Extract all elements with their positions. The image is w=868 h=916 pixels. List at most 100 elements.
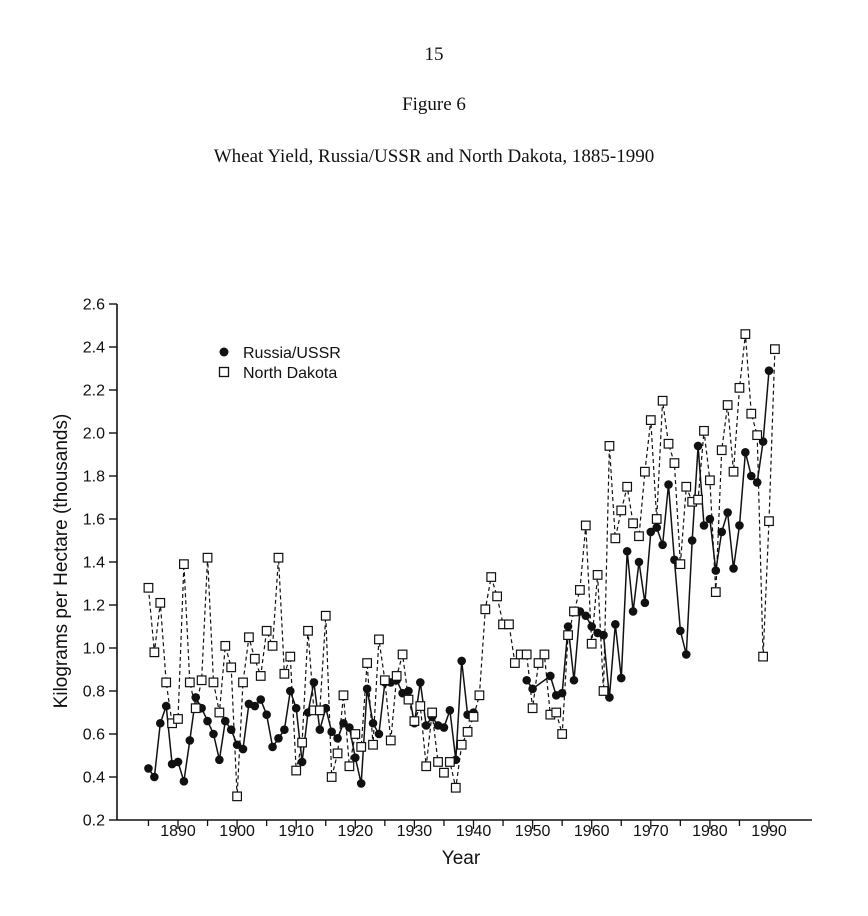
north-dakota-point (232, 791, 243, 802)
x-axis-title: Year (442, 848, 481, 869)
north-dakota-point (734, 382, 745, 393)
russia-ussr-point (285, 686, 295, 696)
x-tick-label: 1970 (633, 823, 669, 840)
russia-ussr-point (179, 777, 189, 786)
russia-ussr-point (646, 527, 656, 537)
y-tick-label: 1.8 (83, 469, 105, 486)
russia-ussr-point (215, 755, 224, 765)
russia-ussr-point (232, 740, 242, 750)
north-dakota-point (657, 395, 668, 406)
x-tick-label: 1990 (751, 823, 787, 840)
north-dakota-point (634, 531, 644, 542)
russia-ussr-point (404, 686, 413, 696)
russia-ussr-point (150, 772, 159, 782)
russia-ussr-point (155, 718, 165, 728)
north-dakota-point (261, 625, 272, 636)
russia-ussr-point (238, 744, 248, 754)
north-dakota-point (746, 408, 757, 419)
north-dakota-point (669, 458, 680, 468)
russia-ussr-point (362, 684, 372, 694)
russia-ussr-point (581, 611, 591, 621)
north-dakota-point (752, 430, 763, 441)
series-markers (143, 329, 780, 802)
north-dakota-point (675, 559, 686, 570)
north-dakota-point (722, 400, 733, 410)
y-tick-label: 0.6 (83, 727, 105, 744)
russia-ussr-point (161, 701, 171, 711)
north-dakota-point (190, 703, 201, 714)
north-dakota-point (604, 441, 615, 451)
russia-ussr-point (226, 725, 236, 734)
north-dakota-point (533, 658, 544, 668)
y-tick-label: 2.0 (83, 426, 105, 443)
russia-ussr-point (256, 695, 266, 704)
north-dakota-point (350, 729, 361, 739)
north-dakota-point (492, 591, 503, 602)
y-tick-label: 2.6 (83, 297, 105, 314)
north-dakota-point (551, 707, 562, 718)
russia-ussr-point (599, 630, 608, 640)
north-dakota-point (273, 552, 284, 563)
russia-ussr-point (528, 684, 537, 694)
russia-ussr-point (268, 742, 277, 752)
russia-ussr-point (563, 622, 573, 631)
y-tick-label: 2.4 (83, 340, 105, 357)
north-dakota-point (344, 761, 355, 772)
x-tick-label: 1890 (160, 823, 196, 840)
russia-ussr-point (622, 546, 632, 556)
north-dakota-point (179, 559, 189, 570)
north-dakota-point (161, 677, 172, 688)
russia-ussr-point (339, 718, 348, 728)
north-dakota-point (598, 686, 609, 696)
y-axis-title: Kilograms per Hectare (thousands) (51, 414, 72, 709)
north-dakota-point (297, 737, 308, 748)
north-dakota-point (770, 344, 780, 355)
russia-ussr-point (297, 757, 307, 767)
russia-ussr-point (741, 448, 750, 457)
russia-ussr-point (587, 622, 596, 631)
north-dakota-point (433, 757, 443, 767)
russia-ussr-point (333, 734, 342, 743)
north-dakota-point (651, 514, 662, 524)
russia-ussr-point (723, 508, 732, 517)
north-dakota-point (202, 552, 213, 563)
north-dakota-point (758, 651, 768, 662)
north-dakota-point (214, 707, 225, 718)
russia-ussr-point (616, 673, 626, 683)
russia-ussr-point (203, 716, 212, 726)
north-dakota-point (474, 690, 485, 701)
russia-ussr-point (729, 564, 738, 573)
russia-ussr-point (144, 764, 153, 773)
north-dakota-point (409, 716, 420, 726)
north-dakota-point (184, 677, 195, 688)
north-dakota-point (391, 671, 402, 681)
north-dakota-point (616, 505, 627, 516)
russia-ussr-point (658, 540, 667, 550)
russia-ussr-point (569, 675, 579, 685)
russia-ussr-point (421, 721, 431, 730)
north-dakota-point (320, 610, 331, 621)
north-dakota-point (385, 735, 396, 746)
russia-ussr-point (746, 471, 756, 481)
russia-ussr-point (699, 521, 709, 530)
x-tick-label: 1960 (574, 823, 610, 840)
x-tick-label: 1920 (338, 823, 374, 840)
north-dakota-point (574, 585, 585, 595)
north-dakota-point (374, 634, 384, 645)
russia-ussr-point (173, 757, 183, 767)
y-tick-label: 1.0 (83, 641, 105, 658)
north-dakota-point (326, 772, 337, 782)
russia-ussr-point (351, 753, 360, 762)
russia-ussr-point (250, 701, 260, 711)
x-tick-label: 1940 (456, 823, 492, 840)
russia-ussr-point (374, 729, 384, 739)
north-dakota-point (557, 729, 568, 739)
x-tick-label: 1910 (278, 823, 314, 840)
russia-ussr-point (717, 527, 727, 537)
figure-label: Figure 6 (402, 94, 466, 115)
north-dakota-point (356, 741, 367, 752)
north-dakota-point (332, 748, 343, 759)
russia-ussr-point (445, 706, 455, 715)
x-tick-label: 1930 (397, 823, 433, 840)
